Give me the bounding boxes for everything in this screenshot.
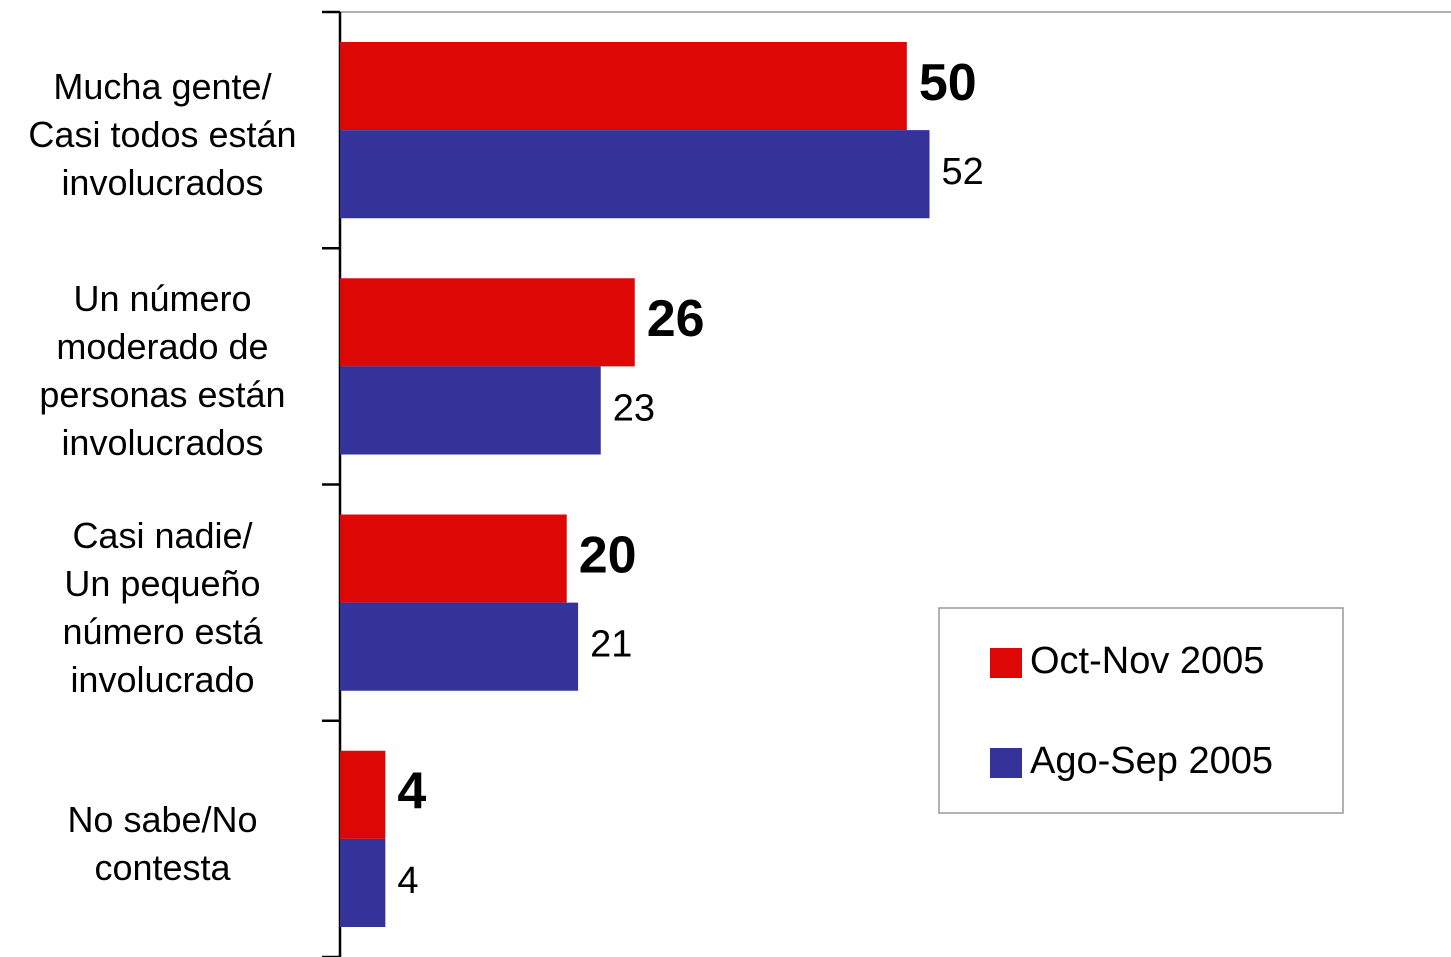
bar xyxy=(340,838,386,927)
category-label: Casi nadie/ Un pequeño número está invol… xyxy=(62,514,263,700)
category-label: Un número moderado de personas están inv… xyxy=(39,278,286,464)
value-label: 26 xyxy=(647,290,705,348)
bar xyxy=(340,750,386,839)
value-label: 4 xyxy=(397,763,426,821)
value-label: 52 xyxy=(942,151,984,193)
value-label: 23 xyxy=(613,387,655,429)
value-label: 21 xyxy=(590,624,632,666)
value-label: 4 xyxy=(397,860,418,902)
legend-box xyxy=(938,607,1344,814)
value-label: 20 xyxy=(579,526,637,584)
bar xyxy=(340,514,567,603)
legend-label: Ago-Sep 2005 xyxy=(1030,740,1273,782)
bar xyxy=(340,602,579,691)
category-label: Mucha gente/ Casi todos están involucrad… xyxy=(28,66,297,204)
bar xyxy=(340,366,601,455)
bar xyxy=(340,278,635,367)
legend: Oct-Nov 2005 Ago-Sep 2005 xyxy=(938,607,1344,814)
bar xyxy=(340,130,930,219)
legend-swatch xyxy=(990,648,1022,678)
category-label: No sabe/No contesta xyxy=(67,798,258,888)
legend-swatch xyxy=(990,748,1022,778)
bar xyxy=(340,42,907,131)
value-label: 50 xyxy=(919,54,977,112)
legend-label: Oct-Nov 2005 xyxy=(1030,640,1264,682)
